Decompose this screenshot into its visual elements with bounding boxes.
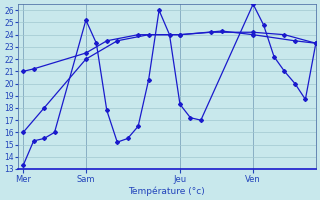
- X-axis label: Température (°c): Température (°c): [129, 186, 205, 196]
